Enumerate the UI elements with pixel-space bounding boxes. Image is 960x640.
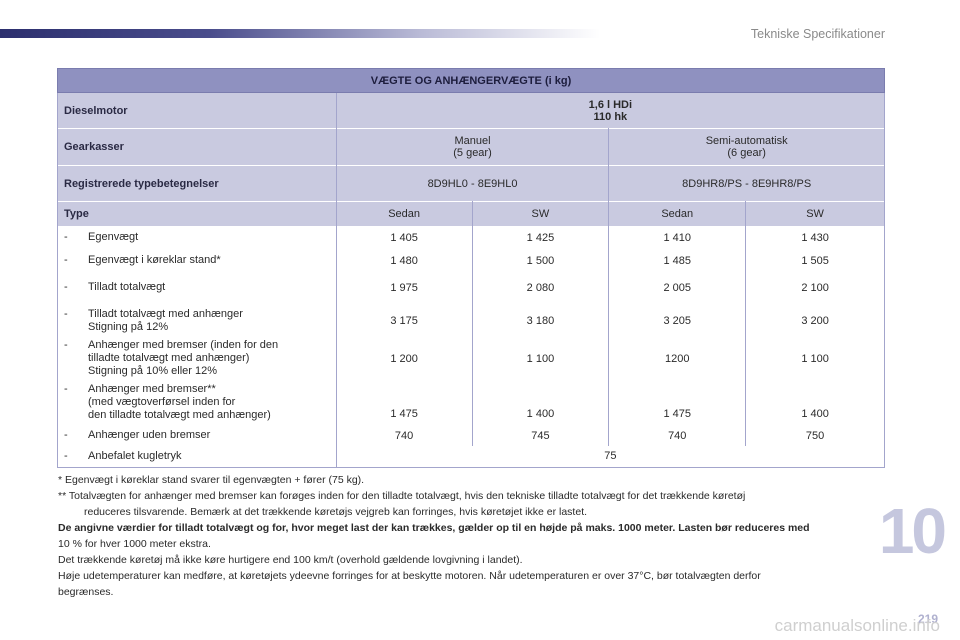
table-title: VÆGTE OG ANHÆNGERVÆGTE (i kg) — [57, 68, 885, 93]
engine-line1: 1,6 l HDi — [588, 98, 633, 111]
row-value: 1 410 — [608, 225, 747, 250]
row-dash: - — [64, 449, 68, 462]
gearbox-semi: Semi-automatisk (6 gear) — [608, 128, 885, 166]
row-value: 1 400 — [471, 379, 610, 426]
note-paragraph-line: begrænses. — [58, 586, 114, 598]
row-dash: - — [64, 254, 68, 266]
table-row: - Anhænger med bremser** (med vægtoverførs… — [57, 379, 885, 426]
gearbox-semi-line1: Semi-automatisk — [705, 135, 788, 147]
gearbox-manual-line1: Manuel — [454, 135, 491, 147]
note-paragraph-line: 10 % for hver 1000 meter ekstra. — [58, 538, 211, 550]
row-value: 750 — [745, 425, 885, 446]
row-value: 1 400 — [745, 379, 885, 426]
gearbox-label: Gearkasser — [57, 128, 337, 166]
row-value: 3 205 — [608, 303, 747, 338]
chapter-number: 10 — [878, 495, 947, 567]
row-label: Egenvægt — [88, 231, 139, 243]
footnote-1: * Egenvægt i køreklar stand svarer til e… — [58, 474, 365, 486]
row-value: 1 405 — [335, 225, 473, 250]
row-value: 1 100 — [471, 337, 610, 380]
row-value: 740 — [335, 425, 473, 446]
row-dash: - — [64, 383, 68, 395]
row-value: 2 080 — [471, 271, 610, 304]
note-paragraph-bold: De angivne værdier for tilladt totalvægt… — [58, 522, 810, 534]
gearbox-manual: Manuel (5 gear) — [335, 128, 610, 166]
gearbox-semi-line2: (6 gear) — [727, 147, 766, 159]
row-value: 1 425 — [471, 225, 610, 250]
table-row: - Anbefalet kugletryk 75 — [57, 445, 886, 468]
row-value: 1 480 — [335, 249, 473, 272]
row-label: Stigning på 10% eller 12% — [88, 365, 218, 377]
note-paragraph-line: Det trækkende køretøj må ikke køre hurti… — [58, 554, 523, 566]
row-value: 1200 — [608, 337, 747, 380]
header-gradient-bar — [0, 29, 600, 38]
type-cell: SW — [745, 201, 885, 226]
row-dash: - — [64, 429, 68, 441]
table-row: - Egenvægt 1 405 1 425 1 410 1 430 — [57, 225, 885, 250]
row-label: Anbefalet kugletryk — [88, 449, 182, 462]
row-dash: - — [64, 231, 68, 243]
note-paragraph-line: Høje udetemperaturer kan medføre, at kør… — [58, 570, 761, 582]
row-label: Anhænger med bremser (inden for den — [88, 339, 279, 351]
row-value: 740 — [608, 425, 747, 446]
row-value: 1 500 — [471, 249, 610, 272]
weights-table: VÆGTE OG ANHÆNGERVÆGTE (i kg) Dieselmoto… — [57, 68, 886, 468]
reg-semi: 8D9HR8/PS - 8E9HR8/PS — [608, 165, 885, 202]
engine-line2: 110 hk — [593, 110, 628, 123]
row-label: den tilladte totalvægt med anhænger) — [88, 409, 271, 421]
row-label: Stigning på 12% — [88, 320, 169, 333]
watermark: carmanualsonline.info — [774, 616, 940, 635]
gearbox-manual-line2: (5 gear) — [453, 147, 492, 159]
row-value: 1 475 — [335, 379, 473, 426]
row-label: Tilladt totalvægt — [88, 281, 166, 293]
page-number: 219 — [917, 612, 938, 626]
type-cell: SW — [471, 201, 610, 226]
row-value: 75 — [335, 445, 886, 468]
row-value: 1 485 — [608, 249, 747, 272]
footnotes: * Egenvægt i køreklar stand svarer til e… — [58, 472, 898, 600]
table-row: - Tilladt totalvægt 1 975 2 080 2 005 2 1… — [57, 271, 885, 304]
row-dash: - — [64, 281, 68, 293]
reg-label: Registrerede typebetegnelser — [57, 165, 337, 202]
table-row: - Egenvægt i køreklar stand* 1 480 1 500 … — [57, 249, 885, 272]
type-label: Type — [57, 201, 337, 226]
row-label: Anhænger uden bremser — [88, 429, 211, 441]
row-value: 2 100 — [745, 271, 885, 304]
row-value: 1 100 — [745, 337, 885, 380]
reg-manual: 8D9HL0 - 8E9HL0 — [335, 165, 610, 202]
footnote-2-cont: reduceres tilsvarende. Bemærk at det træ… — [84, 506, 588, 518]
row-value: 1 505 — [745, 249, 885, 272]
row-value: 745 — [471, 425, 610, 446]
row-dash: - — [64, 339, 68, 351]
type-cell: Sedan — [608, 201, 747, 226]
section-title: Tekniske Specifikationer — [750, 27, 885, 41]
row-value: 3 200 — [745, 303, 885, 338]
row-value: 3 175 — [335, 303, 473, 338]
row-value: 1 975 — [335, 271, 473, 304]
table-row: - Anhænger med bremser (inden for den till… — [57, 337, 885, 380]
row-value: 3 180 — [471, 303, 610, 338]
row-value: 1 200 — [335, 337, 473, 380]
row-value: 2 005 — [608, 271, 747, 304]
footnote-2: ** Totalvægten for anhænger med bremser … — [58, 490, 746, 502]
row-label: Tilladt totalvægt med anhænger — [88, 307, 243, 320]
row-label: tilladte totalvægt med anhænger) — [88, 352, 250, 364]
engine-label: Dieselmotor — [57, 92, 337, 129]
row-dash: - — [64, 307, 68, 320]
row-value: 1 430 — [745, 225, 885, 250]
table-row: - Anhænger uden bremser 740 745 740 750 — [57, 425, 885, 446]
row-label: (med vægtoverførsel inden for — [88, 396, 236, 408]
row-label: Anhænger med bremser** — [88, 383, 216, 395]
row-value: 1 475 — [608, 379, 747, 426]
type-cell: Sedan — [335, 201, 473, 226]
row-label: Egenvægt i køreklar stand* — [88, 254, 221, 266]
engine-value: 1,6 l HDi 110 hk — [335, 92, 886, 129]
table-row: - Tilladt totalvægt med anhænger Stigning … — [57, 303, 885, 338]
